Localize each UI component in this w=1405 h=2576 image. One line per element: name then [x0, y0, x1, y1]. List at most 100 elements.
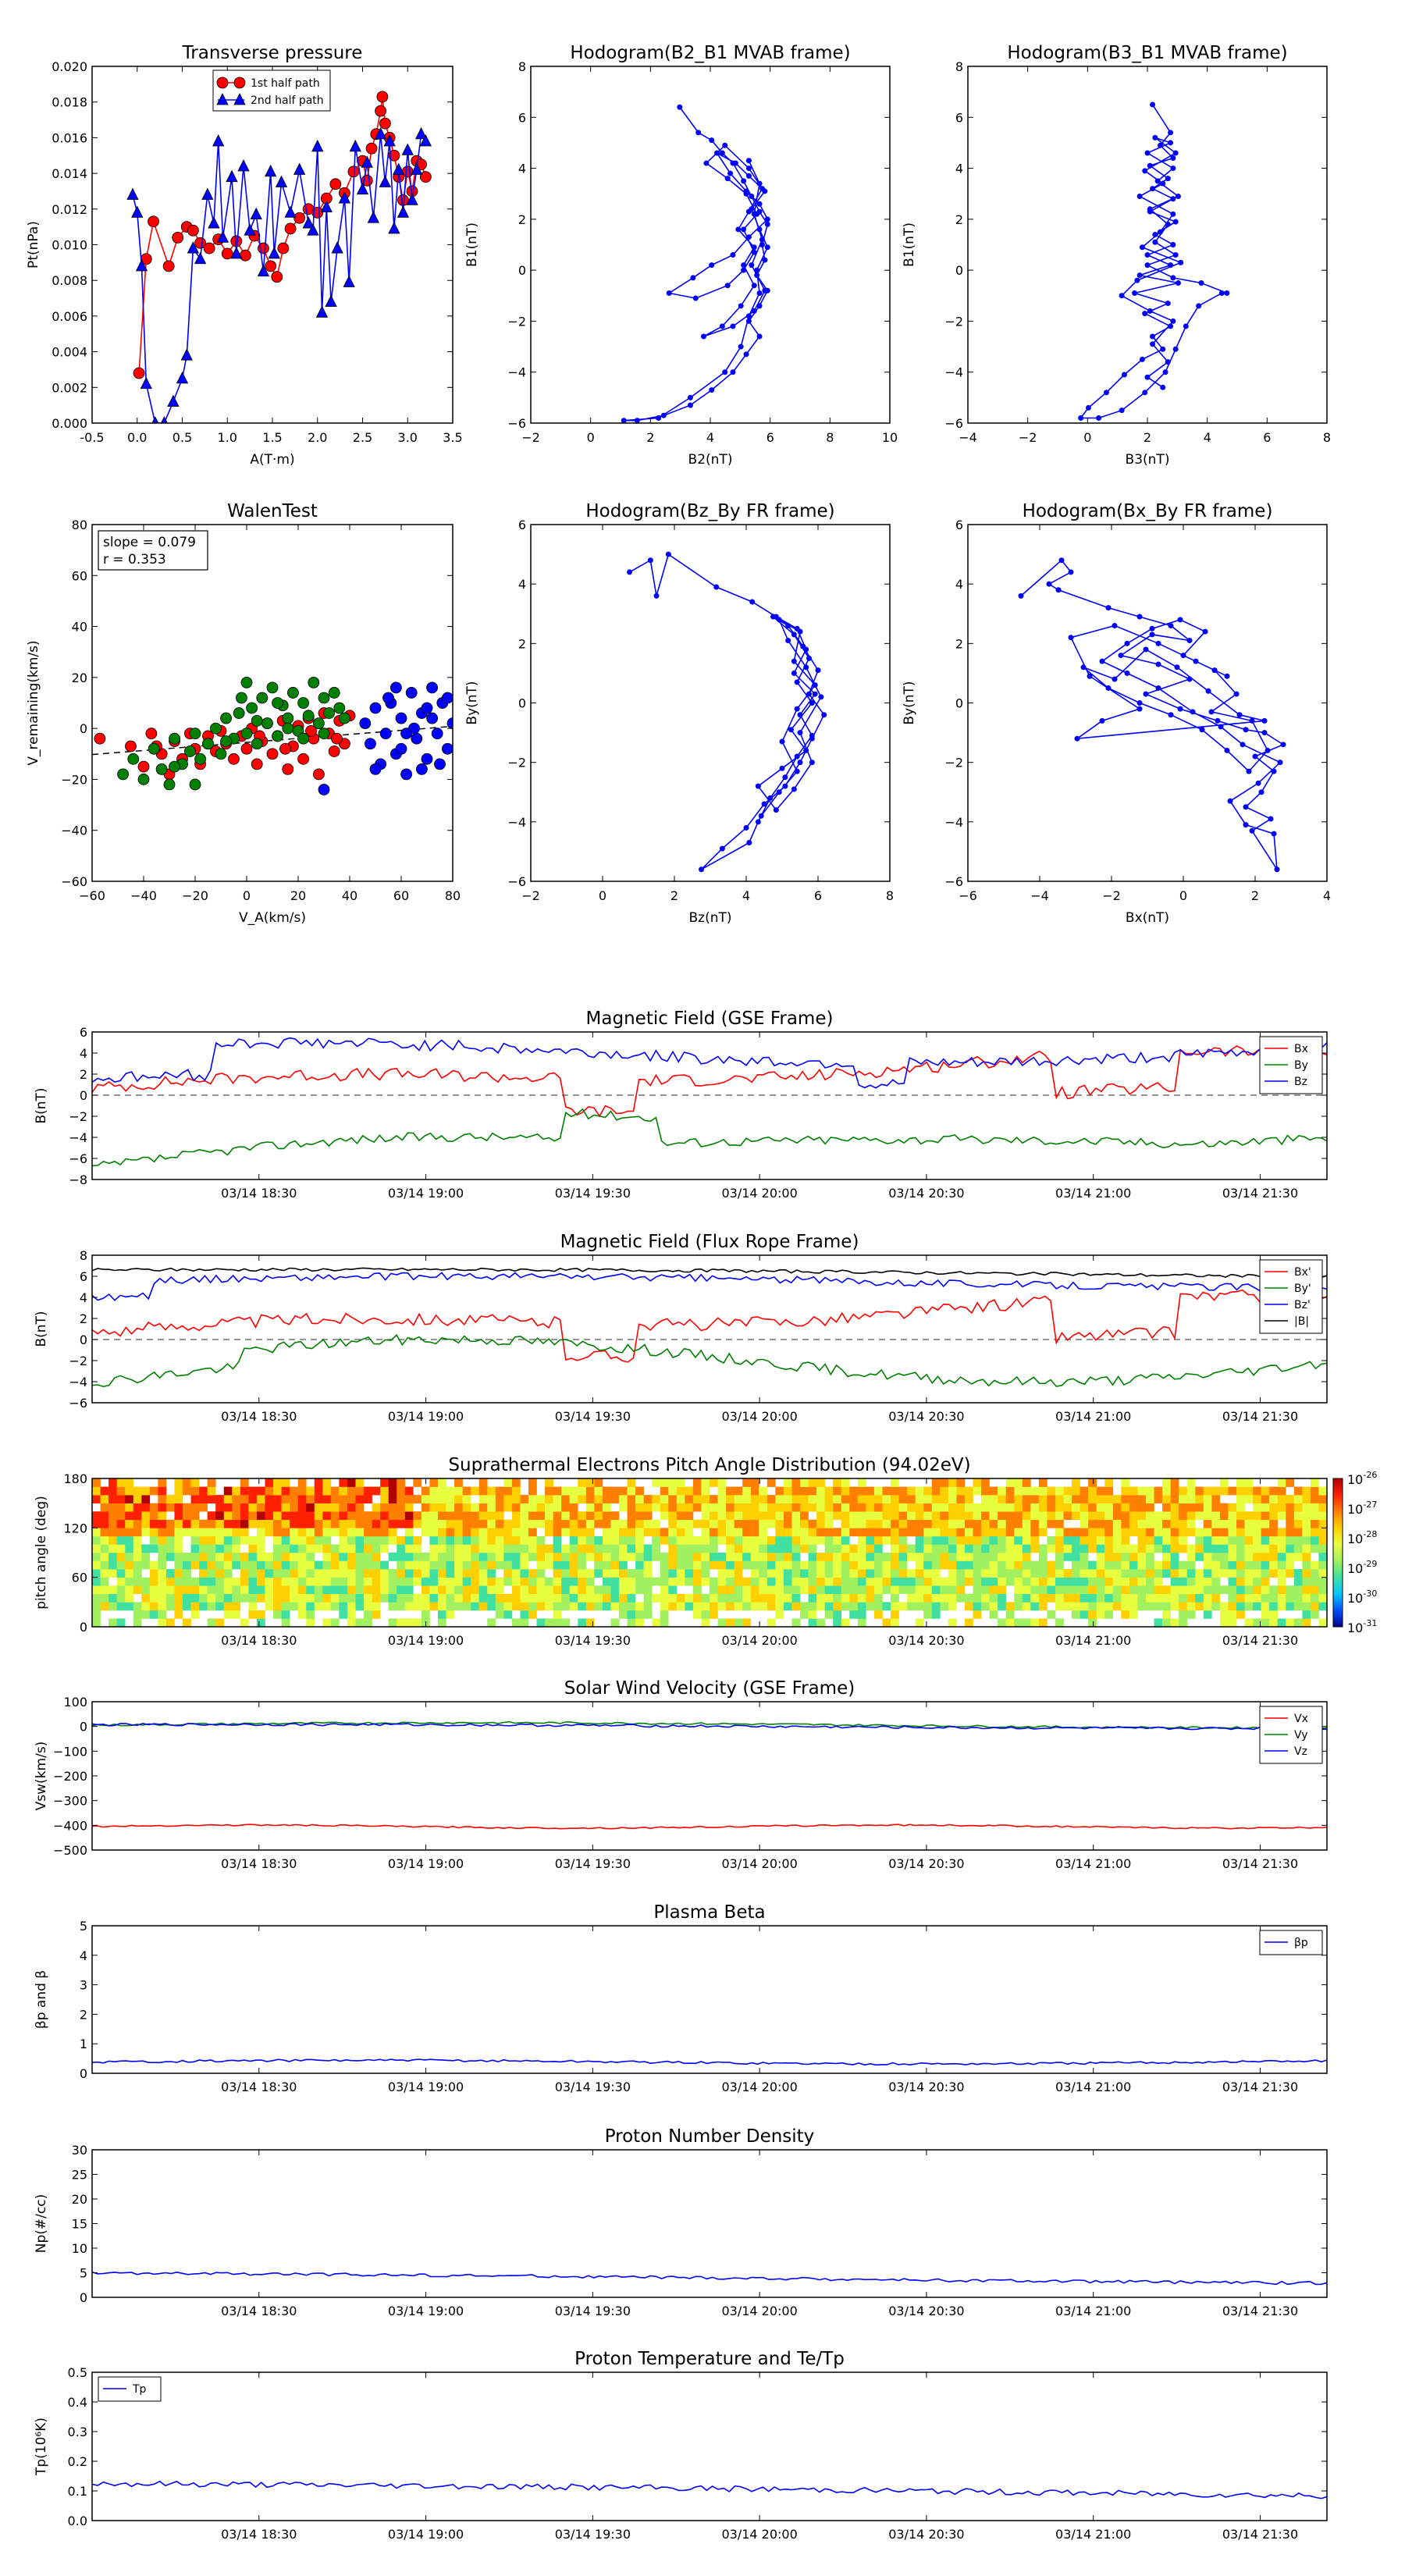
- walen-point: [312, 717, 325, 730]
- pad-cell: [355, 1577, 365, 1586]
- pad-cell: [1145, 1569, 1154, 1578]
- pad-cell: [520, 1528, 529, 1537]
- pad-cell: [223, 1577, 233, 1586]
- pad-cell: [873, 1585, 883, 1595]
- walen-point: [282, 712, 294, 724]
- pad-cell: [857, 1535, 866, 1545]
- pt-legend-marker: [233, 93, 246, 105]
- pad-cell: [734, 1544, 743, 1553]
- pad-cell: [561, 1593, 571, 1603]
- pad-cell: [190, 1610, 200, 1619]
- pad-cell: [915, 1602, 924, 1611]
- pad-cell: [816, 1577, 825, 1586]
- beta-xtick-label: 03/14 20:00: [721, 2080, 797, 2094]
- pad-cell: [998, 1618, 1006, 1627]
- pad-cell: [1286, 1569, 1295, 1578]
- pad-cell: [660, 1577, 669, 1586]
- pad-cell: [726, 1503, 735, 1512]
- pad-cell: [511, 1569, 521, 1578]
- pad-cell: [1170, 1495, 1179, 1503]
- h4-point: [1074, 735, 1080, 742]
- pad-cell: [322, 1585, 332, 1595]
- pad-cell: [1286, 1519, 1295, 1528]
- pad-cell: [165, 1503, 175, 1512]
- pad-cell: [429, 1478, 439, 1487]
- pad-cell: [1203, 1602, 1212, 1611]
- pad-cell: [1244, 1585, 1254, 1595]
- pad-cell: [454, 1511, 463, 1521]
- pad-cell: [528, 1544, 537, 1553]
- pad-cell: [265, 1478, 274, 1487]
- pad-cell: [100, 1544, 109, 1553]
- h3-point: [758, 813, 764, 819]
- pad-cell: [610, 1553, 620, 1561]
- tp-ytick-label: 0.1: [68, 2484, 87, 2499]
- bgse-title: Magnetic Field (GSE Frame): [586, 1009, 834, 1029]
- pad-cell: [248, 1585, 258, 1595]
- pad-cell: [602, 1495, 611, 1503]
- pad-cell: [940, 1478, 949, 1487]
- pad-cell: [141, 1544, 151, 1553]
- pt-point: [187, 241, 200, 254]
- pad-cell: [322, 1511, 332, 1521]
- pad-cell: [174, 1503, 183, 1512]
- pad-cell: [1104, 1569, 1114, 1578]
- pad-cell: [791, 1478, 801, 1487]
- pad-cell: [108, 1585, 117, 1595]
- pad-cell: [1088, 1593, 1097, 1603]
- pad-cell: [585, 1602, 595, 1611]
- pad-cell: [998, 1577, 1006, 1586]
- pad-cell: [1145, 1602, 1154, 1611]
- pad-cell: [256, 1577, 265, 1586]
- pad-cell: [1080, 1528, 1089, 1537]
- pad-cell: [437, 1560, 446, 1570]
- pad-cell: [503, 1495, 513, 1503]
- pad-cell: [511, 1577, 521, 1586]
- pad-cell: [1030, 1585, 1040, 1595]
- pad-cell: [767, 1495, 776, 1503]
- pad-cell: [1261, 1503, 1270, 1512]
- pad-cell: [989, 1495, 998, 1503]
- pad-cell: [873, 1511, 883, 1521]
- pad-cell: [281, 1544, 290, 1553]
- h1-point: [687, 394, 693, 400]
- np-title: Proton Number Density: [605, 2126, 815, 2147]
- pad-cell: [964, 1602, 973, 1611]
- pad-cell: [726, 1553, 735, 1561]
- pad-cell: [1253, 1544, 1261, 1553]
- pad-cell: [660, 1495, 669, 1503]
- tp-xtick-label: 03/14 18:30: [221, 2527, 297, 2542]
- pad-cell: [503, 1503, 513, 1512]
- pad-cell: [339, 1577, 348, 1586]
- pad-cell: [1014, 1569, 1023, 1578]
- pad-cell: [1121, 1593, 1130, 1603]
- pad-cell: [330, 1486, 340, 1496]
- pad-cell: [1063, 1577, 1072, 1586]
- pad-cell: [973, 1511, 982, 1521]
- pad-cell: [1005, 1478, 1015, 1487]
- pad-cell: [692, 1495, 702, 1503]
- pad-cell: [1277, 1553, 1286, 1561]
- pad-cell: [149, 1528, 158, 1537]
- pad-cell: [314, 1602, 323, 1611]
- pad-cell: [857, 1602, 866, 1611]
- pad-cell: [866, 1519, 875, 1528]
- pad-cell: [487, 1553, 496, 1561]
- pad-cell: [841, 1593, 850, 1603]
- h4-plot-area: [1018, 557, 1286, 873]
- pad-cell: [1228, 1553, 1237, 1561]
- pad-cell: [808, 1495, 817, 1503]
- pad-cell: [710, 1503, 718, 1512]
- pad-cell: [676, 1544, 685, 1553]
- pad-cell: [775, 1503, 784, 1512]
- vsw-ytick-label: −100: [53, 1744, 87, 1759]
- pad-cell: [800, 1560, 809, 1570]
- h2-point: [1136, 193, 1143, 199]
- pad-cell: [759, 1486, 768, 1496]
- bgse-ytick-label: 4: [80, 1046, 87, 1061]
- pad-cell: [190, 1511, 200, 1521]
- pad-cell: [553, 1535, 562, 1545]
- pad-cell: [1186, 1593, 1196, 1603]
- pad-cell: [306, 1495, 315, 1503]
- pad-cell: [1154, 1585, 1163, 1595]
